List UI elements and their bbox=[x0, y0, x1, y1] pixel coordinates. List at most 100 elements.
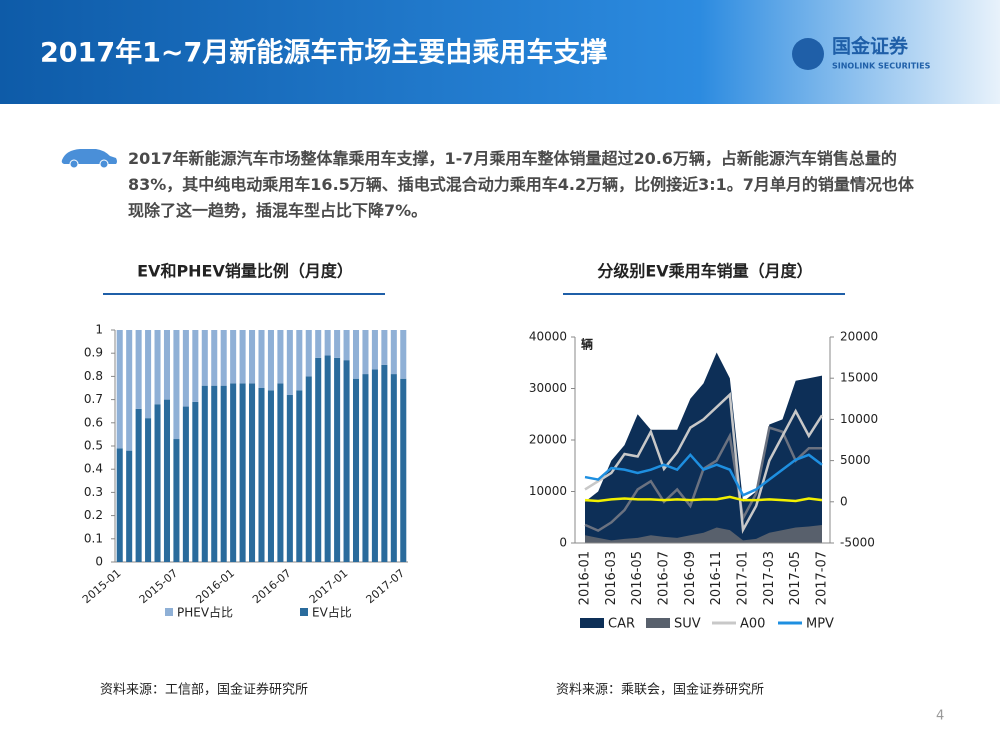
y-tick-label: 0.7 bbox=[84, 392, 103, 406]
x-tick-label: 2016-09 bbox=[683, 551, 698, 605]
line bbox=[584, 452, 823, 497]
source: 资料来源：工信部，国金证券研究所 bbox=[100, 682, 308, 698]
bar-segment bbox=[390, 374, 397, 562]
bar-segment bbox=[381, 330, 388, 365]
legend-swatch bbox=[165, 608, 173, 616]
x-tick-label: 2017-05 bbox=[788, 551, 803, 605]
bar-segment bbox=[126, 450, 133, 562]
legend-label: SUV bbox=[674, 617, 701, 632]
y-tick-label: 0 bbox=[95, 555, 103, 569]
bar-segment bbox=[324, 355, 331, 562]
bar-segment bbox=[154, 330, 161, 405]
header-band bbox=[0, 0, 1000, 104]
bar-segment bbox=[286, 394, 293, 562]
y-axis-label: 辆 bbox=[581, 337, 593, 352]
x-tick-label: 2016-05 bbox=[630, 551, 645, 605]
y-tick-label: 30000 bbox=[529, 381, 567, 395]
y2-tick-label: 15000 bbox=[840, 371, 878, 385]
bar-segment bbox=[182, 406, 189, 562]
bar-segment bbox=[400, 330, 407, 379]
bar-segment bbox=[277, 330, 284, 384]
bar-segment bbox=[362, 374, 369, 562]
bar-segment bbox=[258, 388, 265, 562]
bar-segment bbox=[126, 330, 133, 451]
page-number: 4 bbox=[936, 709, 944, 724]
y2-tick-label: 5000 bbox=[840, 453, 871, 467]
bar-segment bbox=[211, 330, 218, 386]
legend-label: PHEV占比 bbox=[177, 605, 233, 620]
y-tick-label: 0.2 bbox=[84, 508, 103, 522]
bar-segment bbox=[239, 330, 246, 384]
bar-segment bbox=[296, 330, 303, 391]
bar-segment bbox=[286, 330, 293, 395]
y-tick-label: 0.4 bbox=[84, 462, 103, 476]
slide-title: 2017年1~7月新能源车市场主要由乘用车支撑 bbox=[40, 37, 607, 69]
bar-segment bbox=[192, 401, 199, 562]
y-tick-label: 0.8 bbox=[84, 369, 103, 383]
bar-segment bbox=[154, 404, 161, 562]
bar-segment bbox=[305, 376, 312, 562]
car-icon bbox=[61, 149, 117, 169]
logo-mark bbox=[792, 38, 824, 70]
bar-segment bbox=[352, 330, 360, 379]
bar-segment bbox=[239, 383, 246, 562]
area bbox=[585, 352, 822, 543]
logo-subtext: SINOLINK SECURITIES bbox=[832, 62, 931, 71]
y2-tick-label: -5000 bbox=[840, 536, 875, 550]
x-tick-label: 2016-07 bbox=[657, 551, 672, 605]
summary: 2017年新能源汽车市场整体靠乘用车支撑，1-7月乘用车整体销量超过20.6万辆… bbox=[128, 149, 914, 220]
legend-swatch bbox=[646, 618, 670, 628]
x-tick-label: 2016-01 bbox=[578, 551, 593, 605]
bar-segment bbox=[343, 330, 350, 361]
bar-segment bbox=[381, 364, 388, 562]
bar-segment bbox=[352, 378, 360, 562]
bar-segment bbox=[201, 385, 208, 562]
bar-segment bbox=[173, 439, 180, 562]
area bbox=[585, 524, 822, 543]
chart-title: 分级别EV乘用车销量（月度） bbox=[597, 262, 812, 281]
line bbox=[584, 392, 824, 534]
y-tick-label: 0.5 bbox=[84, 439, 103, 453]
bar-segment bbox=[230, 330, 237, 384]
line bbox=[584, 495, 823, 503]
bar-segment bbox=[145, 330, 152, 419]
chart-title: EV和PHEV销量比例（月度） bbox=[137, 262, 353, 281]
y-tick-label: 0.1 bbox=[84, 531, 103, 545]
logo-text: 国金证券 bbox=[832, 35, 909, 58]
y-tick-label: 0 bbox=[559, 536, 567, 550]
bar-segment bbox=[371, 330, 378, 370]
bar-segment bbox=[145, 418, 152, 562]
bar-segment bbox=[163, 399, 171, 562]
bar-segment bbox=[211, 385, 218, 562]
bar-segment bbox=[230, 383, 237, 562]
y-tick-label: 1 bbox=[95, 323, 103, 337]
source: 资料来源：乘联会，国金证券研究所 bbox=[556, 682, 764, 698]
legend-label: CAR bbox=[608, 617, 635, 632]
y-tick-label: 20000 bbox=[529, 433, 567, 447]
bar-segment bbox=[220, 330, 227, 386]
bar-segment bbox=[315, 357, 322, 562]
bar-segment bbox=[220, 385, 227, 562]
y2-tick-label: 20000 bbox=[840, 330, 878, 344]
bar-segment bbox=[371, 369, 378, 562]
y2-tick-label: 0 bbox=[840, 494, 848, 508]
legend-label: A00 bbox=[740, 617, 765, 632]
bar-segment bbox=[249, 330, 256, 384]
bar-segment bbox=[135, 330, 142, 409]
bar-segment bbox=[334, 357, 341, 562]
y2-tick-label: 10000 bbox=[840, 412, 878, 426]
x-tick-label: 2016-03 bbox=[604, 551, 619, 605]
bar-segment bbox=[182, 330, 189, 407]
x-tick-label: 2016-01 bbox=[193, 567, 237, 607]
y-tick-label: 0.6 bbox=[84, 415, 103, 429]
bar-segment bbox=[296, 390, 303, 562]
y-tick-label: 0.9 bbox=[84, 346, 103, 360]
bar-segment bbox=[267, 330, 274, 391]
legend-swatch bbox=[300, 608, 308, 616]
x-tick-label: 2017-01 bbox=[736, 551, 751, 605]
bar-segment bbox=[173, 330, 180, 440]
bar-segment bbox=[277, 383, 284, 562]
x-tick-label: 2016-11 bbox=[709, 551, 724, 605]
x-tick-label: 2016-07 bbox=[250, 567, 294, 607]
